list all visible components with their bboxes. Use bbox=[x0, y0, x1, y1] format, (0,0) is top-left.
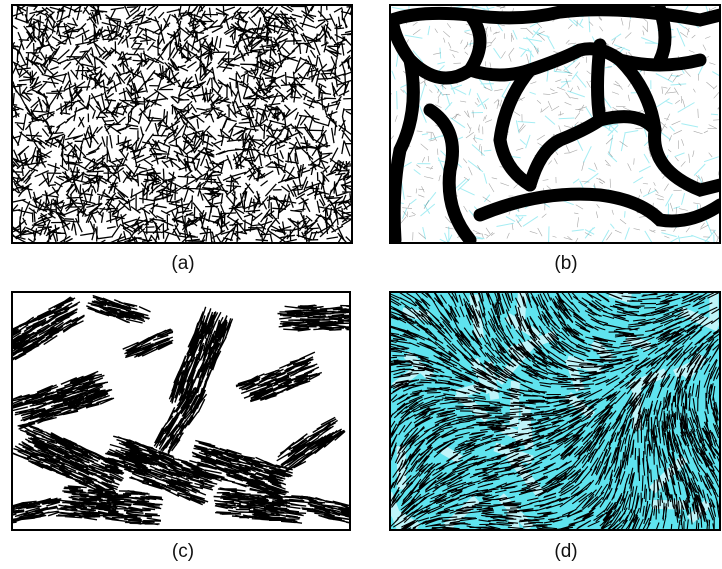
panel-b bbox=[383, 2, 722, 250]
panel-label: (d) bbox=[554, 541, 577, 562]
rods bbox=[0, 296, 362, 525]
panel-a bbox=[5, 0, 359, 249]
figure: (a) (b) (c) (d) bbox=[0, 0, 722, 569]
rods bbox=[5, 0, 359, 249]
panel-c bbox=[0, 296, 362, 525]
panel-label: (b) bbox=[554, 253, 577, 274]
panel-d bbox=[376, 282, 722, 540]
panel-label: (c) bbox=[172, 541, 194, 562]
panel-label: (a) bbox=[171, 253, 194, 274]
